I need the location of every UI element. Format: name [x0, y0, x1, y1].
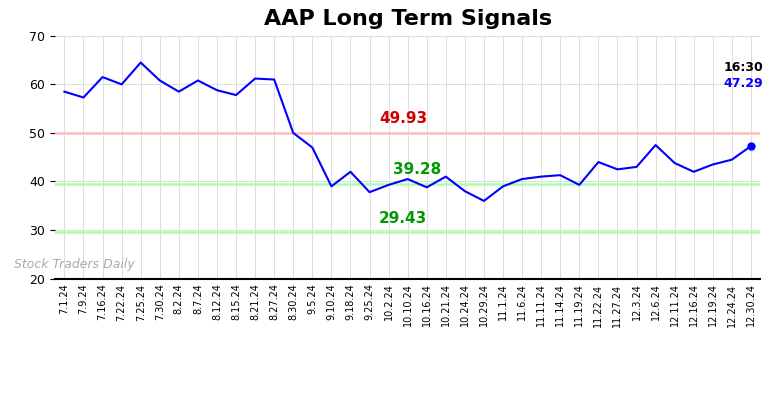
Text: 47.29: 47.29 [724, 78, 764, 90]
Text: 39.28: 39.28 [393, 162, 441, 177]
Text: 49.93: 49.93 [379, 111, 427, 126]
Text: Stock Traders Daily: Stock Traders Daily [13, 258, 134, 271]
Text: 29.43: 29.43 [379, 211, 427, 226]
Title: AAP Long Term Signals: AAP Long Term Signals [263, 9, 552, 29]
Text: 16:30: 16:30 [724, 61, 764, 74]
